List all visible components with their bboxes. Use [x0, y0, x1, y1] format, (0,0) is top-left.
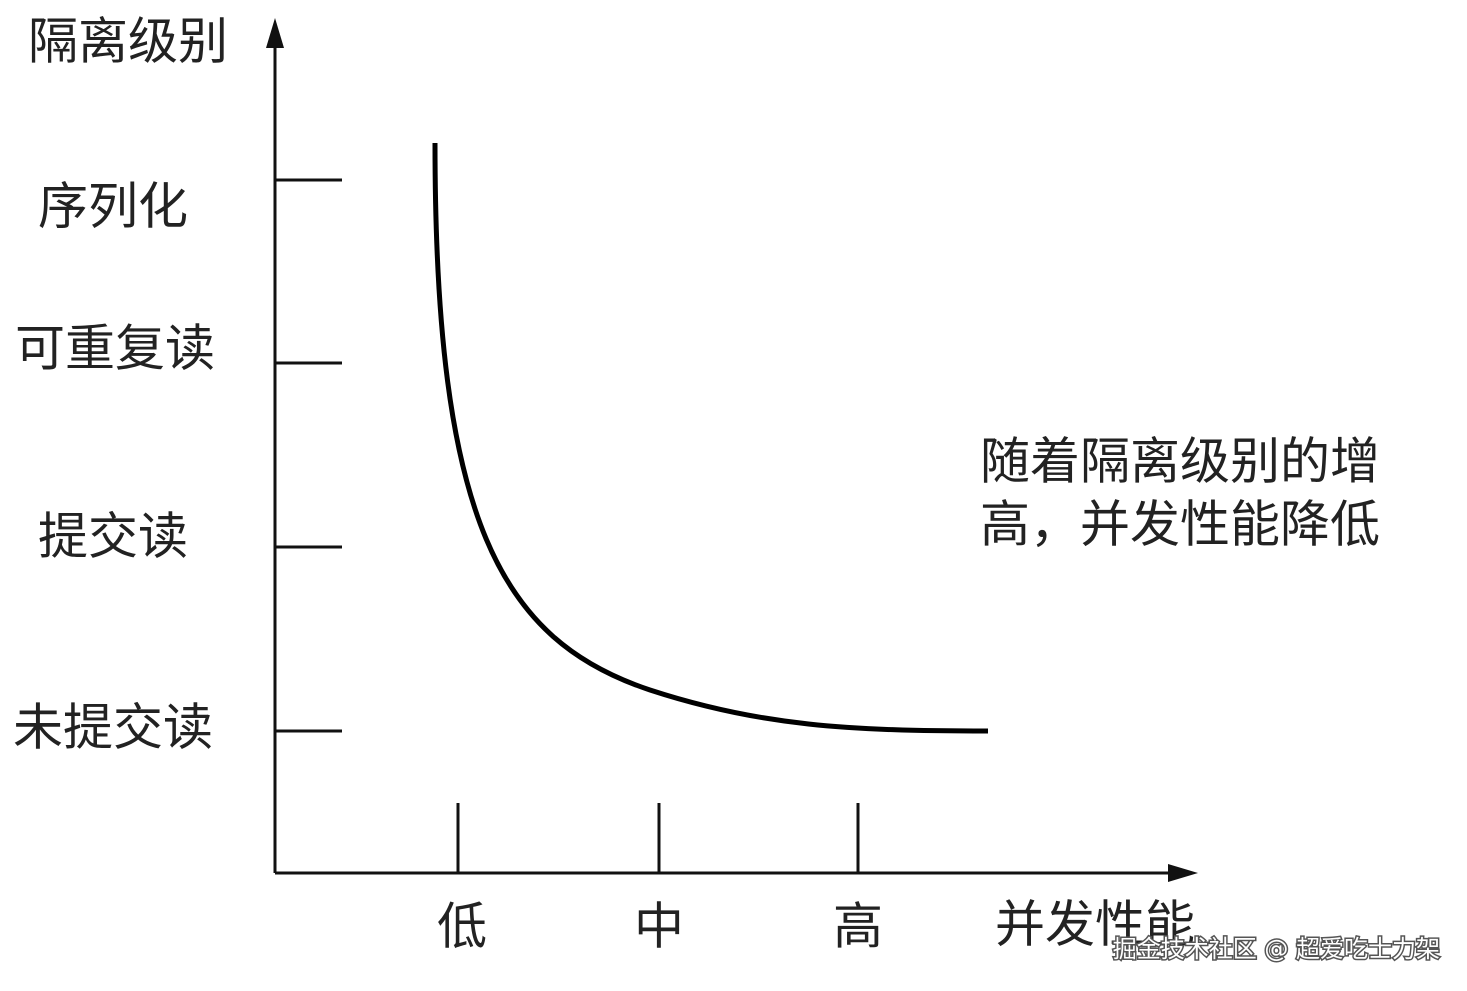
- y-axis-title: 隔离级别: [28, 13, 228, 71]
- y-axis-arrow: [266, 18, 284, 48]
- y-level-label: 可重复读: [15, 320, 215, 378]
- y-level-label: 序列化: [38, 178, 188, 236]
- y-level-label: 提交读: [38, 508, 188, 566]
- annotation-line: 高，并发性能降低: [980, 496, 1380, 554]
- x-level-label: 中: [634, 898, 684, 956]
- watermark: 掘金技术社区 @ 超爱吃士力架: [1113, 935, 1440, 963]
- y-level-label: 未提交读: [13, 699, 213, 757]
- trade-off-curve: [432, 142, 989, 734]
- x-level-label: 高: [833, 898, 883, 956]
- x-level-label: 低: [437, 898, 487, 956]
- annotation-line: 随着隔离级别的增: [980, 433, 1380, 491]
- x-axis-arrow: [1168, 864, 1198, 882]
- x-axis-title: 并发性能: [995, 896, 1195, 954]
